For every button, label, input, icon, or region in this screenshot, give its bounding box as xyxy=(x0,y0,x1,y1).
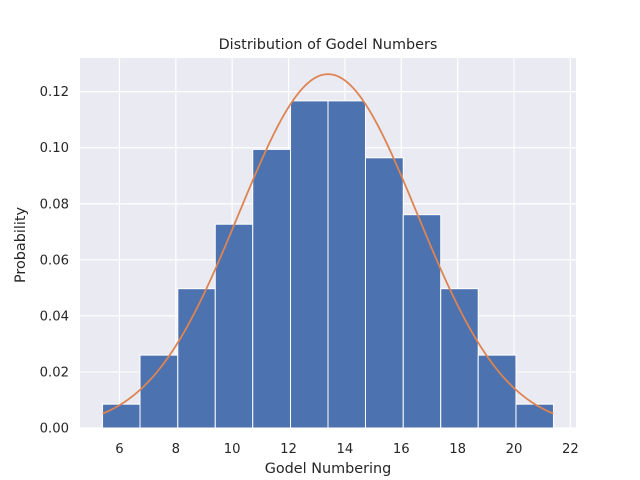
histogram-bar xyxy=(477,354,517,429)
histogram-bar xyxy=(515,403,554,429)
x-tick-label: 6 xyxy=(115,442,123,457)
x-tick-label: 8 xyxy=(172,442,180,457)
x-tick-label: 16 xyxy=(393,442,410,457)
y-tick-label: 0.00 xyxy=(40,422,69,437)
chart-title: Distribution of Godel Numbers xyxy=(219,37,438,53)
y-axis-label: Probability xyxy=(13,206,29,283)
y-tick-label: 0.10 xyxy=(40,141,69,156)
histogram-bar xyxy=(402,214,442,429)
histogram-bars xyxy=(102,100,554,429)
x-tick-label: 22 xyxy=(562,442,579,457)
x-tick-label: 14 xyxy=(337,442,354,457)
y-tick-label: 0.04 xyxy=(40,309,69,324)
histogram-bar xyxy=(177,288,216,429)
histogram-bar xyxy=(364,157,404,429)
density-curve xyxy=(102,73,554,415)
x-tick-label: 10 xyxy=(224,442,241,457)
y-axis-ticks: 0.00 0.02 0.04 0.06 0.08 0.10 0.12 xyxy=(40,85,69,436)
x-tick-label: 18 xyxy=(449,442,466,457)
x-tick-label: 12 xyxy=(280,442,297,457)
x-tick-label: 20 xyxy=(506,442,523,457)
histogram-bar xyxy=(327,100,366,429)
histogram-bar xyxy=(252,148,292,429)
histogram-bar xyxy=(139,354,179,429)
y-tick-label: 0.12 xyxy=(40,85,69,100)
x-axis-label: Godel Numbering xyxy=(265,461,392,477)
y-tick-label: 0.02 xyxy=(40,365,69,380)
histogram-bar xyxy=(102,403,141,429)
y-tick-label: 0.06 xyxy=(40,253,69,268)
y-tick-label: 0.08 xyxy=(40,197,69,212)
histogram-bar xyxy=(214,223,254,429)
x-axis-ticks: 6 8 10 12 14 16 18 20 22 xyxy=(115,442,578,457)
histogram-bar xyxy=(290,100,329,429)
